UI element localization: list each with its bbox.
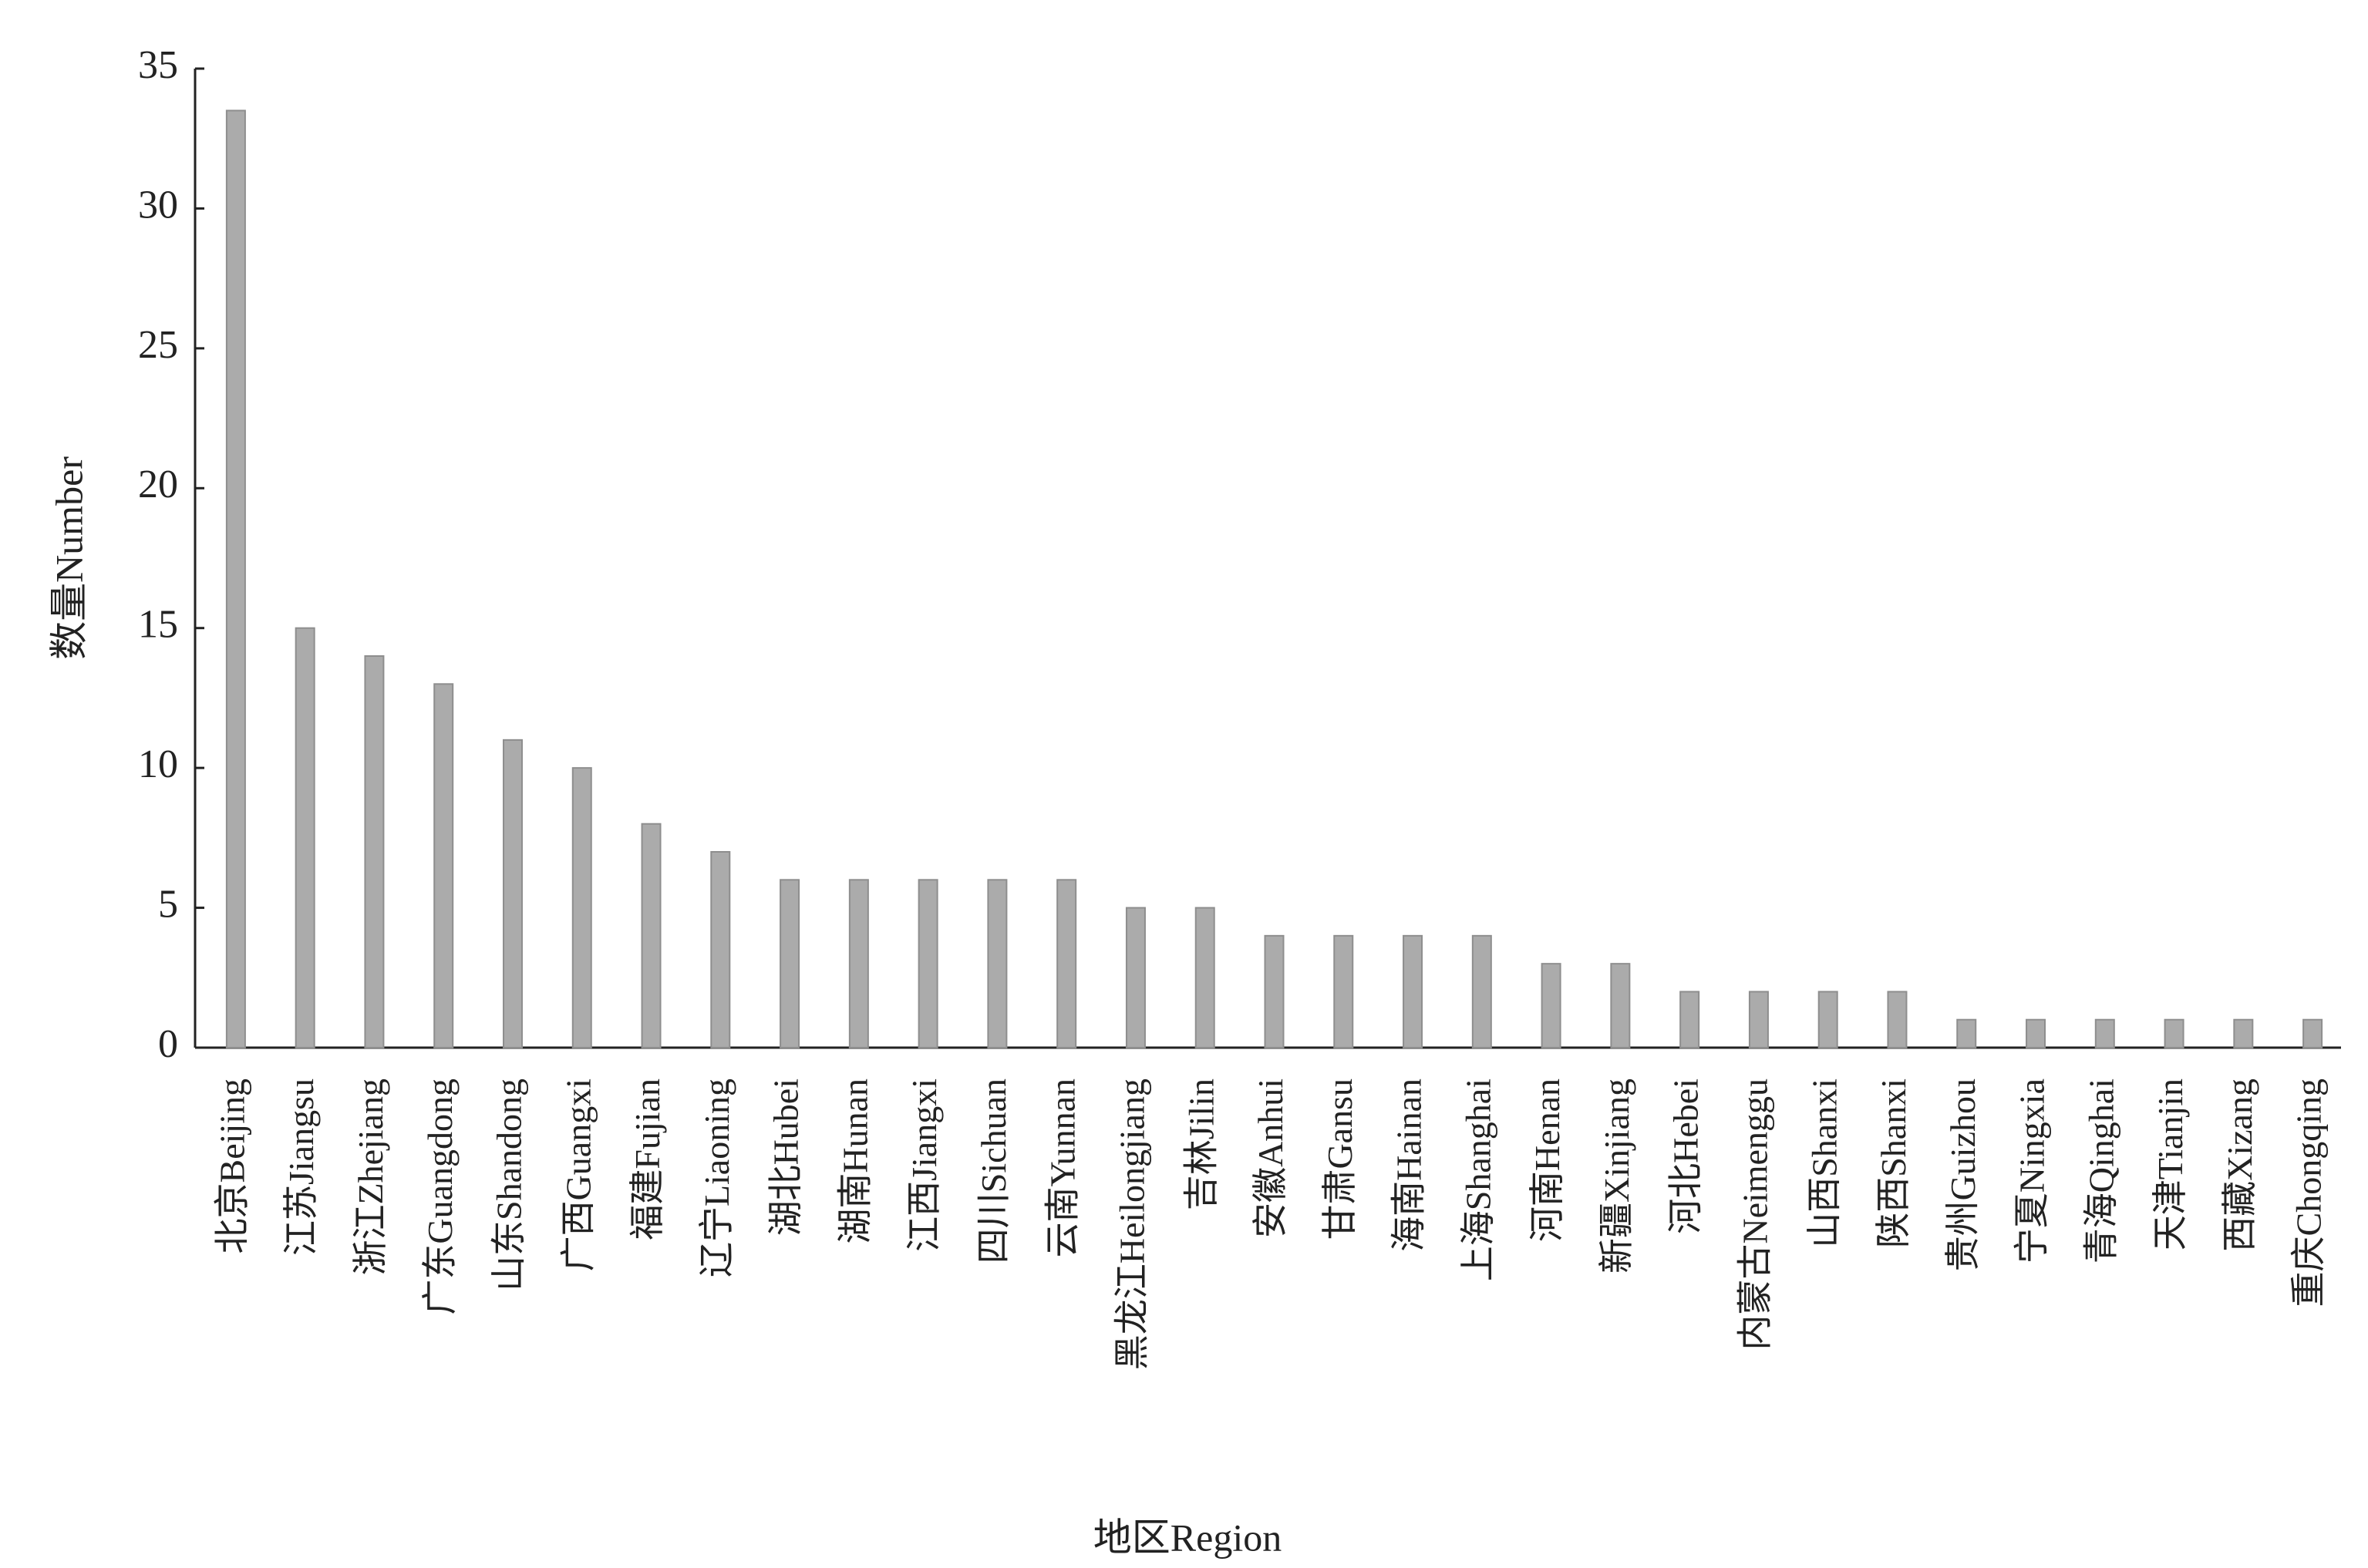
bar — [1956, 1018, 1977, 1048]
x-tick-label: 黑龙江Heilongjiang — [1113, 1078, 1152, 1370]
bar — [1679, 991, 1700, 1049]
bar — [1194, 907, 1215, 1048]
bar — [225, 109, 246, 1048]
x-tick-label: 浙江Zhejiang — [351, 1078, 390, 1276]
bar — [1264, 934, 1285, 1049]
x-tick-label: 天津Tianjin — [2151, 1078, 2190, 1250]
bar — [1748, 991, 1769, 1049]
x-tick-label: 湖北Hubei — [766, 1078, 806, 1236]
y-tick-label: 15 — [138, 603, 178, 647]
x-tick-label: 广西Guangxi — [558, 1078, 598, 1271]
x-tick-label: 福建Fujian — [628, 1078, 667, 1240]
bar — [1471, 934, 1492, 1049]
x-tick-label: 上海Shanghai — [1458, 1078, 1497, 1281]
x-tick-label: 宁夏Ningxia — [2013, 1078, 2052, 1263]
bar — [571, 767, 592, 1049]
bar — [2026, 1018, 2046, 1048]
bar — [1887, 991, 1908, 1049]
bar — [987, 879, 1008, 1049]
bar — [848, 879, 869, 1049]
x-tick-label: 安徽Anhui — [1251, 1078, 1290, 1238]
x-tick-label: 山西Shanxi — [1804, 1078, 1844, 1248]
x-tick-label: 青海Qinghai — [2081, 1078, 2120, 1263]
x-tick-label: 海南Hainan — [1389, 1078, 1429, 1252]
bar — [1333, 934, 1354, 1049]
y-tick-label: 10 — [138, 742, 178, 786]
bar — [918, 879, 938, 1049]
x-axis-title: 地区Region — [1093, 1516, 1282, 1559]
y-tick-label: 35 — [138, 43, 178, 87]
x-tick-label: 贵州Guizhou — [1943, 1078, 1982, 1271]
bar — [1817, 991, 1838, 1049]
x-tick-label: 重庆Chongqing — [2289, 1078, 2329, 1307]
bar — [502, 739, 523, 1048]
x-tick-label: 新疆Xinjiang — [1597, 1078, 1636, 1274]
bar — [2302, 1018, 2323, 1048]
bar — [710, 851, 731, 1048]
x-tick-label: 吉林Jilin — [1181, 1078, 1221, 1210]
bar — [1403, 934, 1423, 1049]
bar — [2233, 1018, 2254, 1048]
x-tick-label: 内蒙古Neimenggu — [1735, 1078, 1774, 1351]
x-tick-label: 甘肃Gansu — [1320, 1078, 1359, 1240]
x-tick-label: 西藏Xizang — [2220, 1078, 2259, 1252]
y-axis-title: 数量Number — [47, 456, 90, 660]
y-tick-label: 20 — [138, 463, 178, 506]
y-tick-label: 30 — [138, 183, 178, 227]
x-tick-label: 四川Sichuan — [974, 1078, 1013, 1263]
bar — [780, 879, 800, 1049]
bar — [1610, 963, 1631, 1048]
bar — [433, 683, 454, 1048]
y-tick-label: 25 — [138, 323, 178, 367]
x-tick-label: 北京Beijing — [212, 1078, 251, 1253]
x-tick-label: 河北Hebei — [1666, 1078, 1706, 1234]
bar — [1541, 963, 1561, 1048]
bar — [2094, 1018, 2115, 1048]
x-tick-label: 云南Yunnan — [1043, 1078, 1083, 1258]
bar — [295, 627, 315, 1048]
y-tick-label: 0 — [158, 1022, 178, 1066]
x-tick-label: 山东Shandong — [490, 1078, 529, 1291]
y-tick-label: 5 — [158, 883, 178, 927]
x-tick-label: 陕西Shanxi — [1874, 1078, 1913, 1248]
bar — [2164, 1018, 2184, 1048]
bar — [641, 823, 662, 1048]
x-tick-label: 江西Jiangxi — [904, 1078, 944, 1252]
x-tick-label: 广东Guangdong — [420, 1078, 460, 1315]
x-tick-label: 湖南Hunan — [835, 1078, 874, 1244]
bar — [1125, 907, 1146, 1048]
x-tick-label: 辽宁Liaoning — [697, 1078, 736, 1277]
bar — [1056, 879, 1077, 1049]
x-tick-label: 江苏Jiangsu — [281, 1078, 321, 1256]
bar — [364, 655, 385, 1048]
x-tick-label: 河南Henan — [1528, 1078, 1567, 1242]
